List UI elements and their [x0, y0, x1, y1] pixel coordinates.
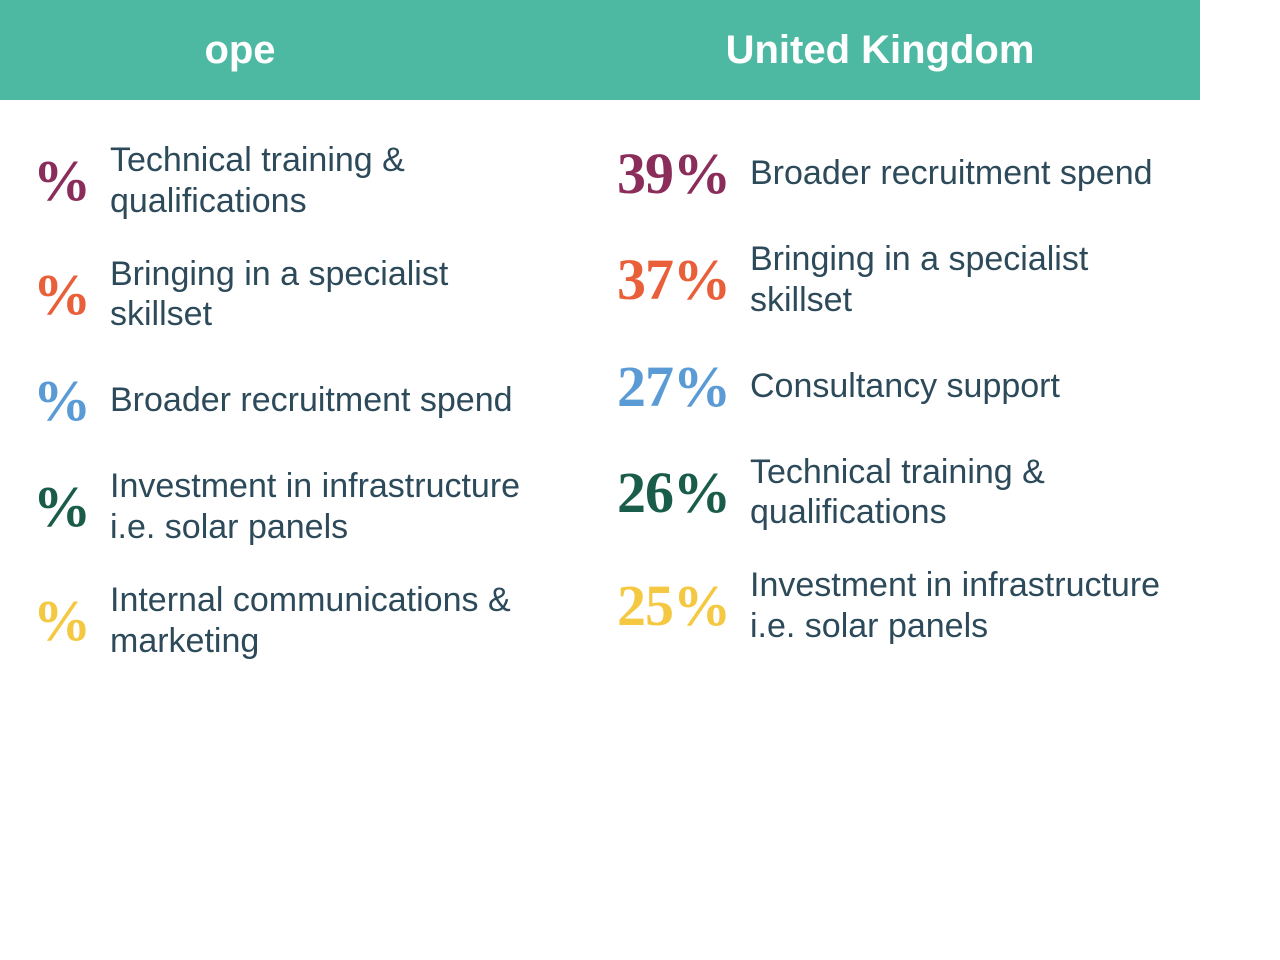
percentage-value: 25%: [560, 572, 730, 639]
column-title: United Kingdom: [726, 28, 1035, 73]
stat-row: % Internal communications & marketing: [0, 580, 540, 662]
stat-description: Internal communications & marketing: [110, 580, 540, 662]
stat-row: % Bringing in a specialist skillset: [0, 254, 540, 336]
stat-row: 39% Broader recruitment spend: [560, 140, 1180, 207]
percentage-value: %: [0, 473, 90, 540]
stat-description: Investment in infrastructure i.e. solar …: [110, 466, 540, 548]
stat-description: Investment in infrastructure i.e. solar …: [750, 565, 1180, 647]
column-title: ope: [204, 28, 275, 73]
percentage-value: 26%: [560, 459, 730, 526]
stat-row: % Broader recruitment spend: [0, 367, 540, 434]
stat-description: Technical training & qualifications: [750, 452, 1180, 534]
stat-row: 26% Technical training & qualifications: [560, 452, 1180, 534]
column-europe: ope % Technical training & qualification…: [0, 0, 560, 960]
percentage-value: %: [0, 147, 90, 214]
stat-description: Broader recruitment spend: [110, 380, 540, 421]
column-uk: United Kingdom 39% Broader recruitment s…: [560, 0, 1200, 960]
items-europe: % Technical training & qualifications % …: [0, 100, 560, 701]
stat-description: Consultancy support: [750, 366, 1180, 407]
column-header-uk: United Kingdom: [560, 0, 1200, 100]
stat-description: Broader recruitment spend: [750, 153, 1180, 194]
percentage-value: %: [0, 587, 90, 654]
percentage-value: 27%: [560, 353, 730, 420]
infographic-container: ope % Technical training & qualification…: [0, 0, 1200, 960]
column-header-europe: ope: [0, 0, 560, 100]
stat-row: % Technical training & qualifications: [0, 140, 540, 222]
stat-row: 37% Bringing in a specialist skillset: [560, 239, 1180, 321]
stat-description: Bringing in a specialist skillset: [750, 239, 1180, 321]
percentage-value: 39%: [560, 140, 730, 207]
items-uk: 39% Broader recruitment spend 37% Bringi…: [560, 100, 1200, 687]
stat-row: % Investment in infrastructure i.e. sola…: [0, 466, 540, 548]
percentage-value: %: [0, 261, 90, 328]
stat-row: 27% Consultancy support: [560, 353, 1180, 420]
percentage-value: 37%: [560, 246, 730, 313]
percentage-value: %: [0, 367, 90, 434]
stat-row: 25% Investment in infrastructure i.e. so…: [560, 565, 1180, 647]
stat-description: Bringing in a specialist skillset: [110, 254, 540, 336]
stat-description: Technical training & qualifications: [110, 140, 540, 222]
